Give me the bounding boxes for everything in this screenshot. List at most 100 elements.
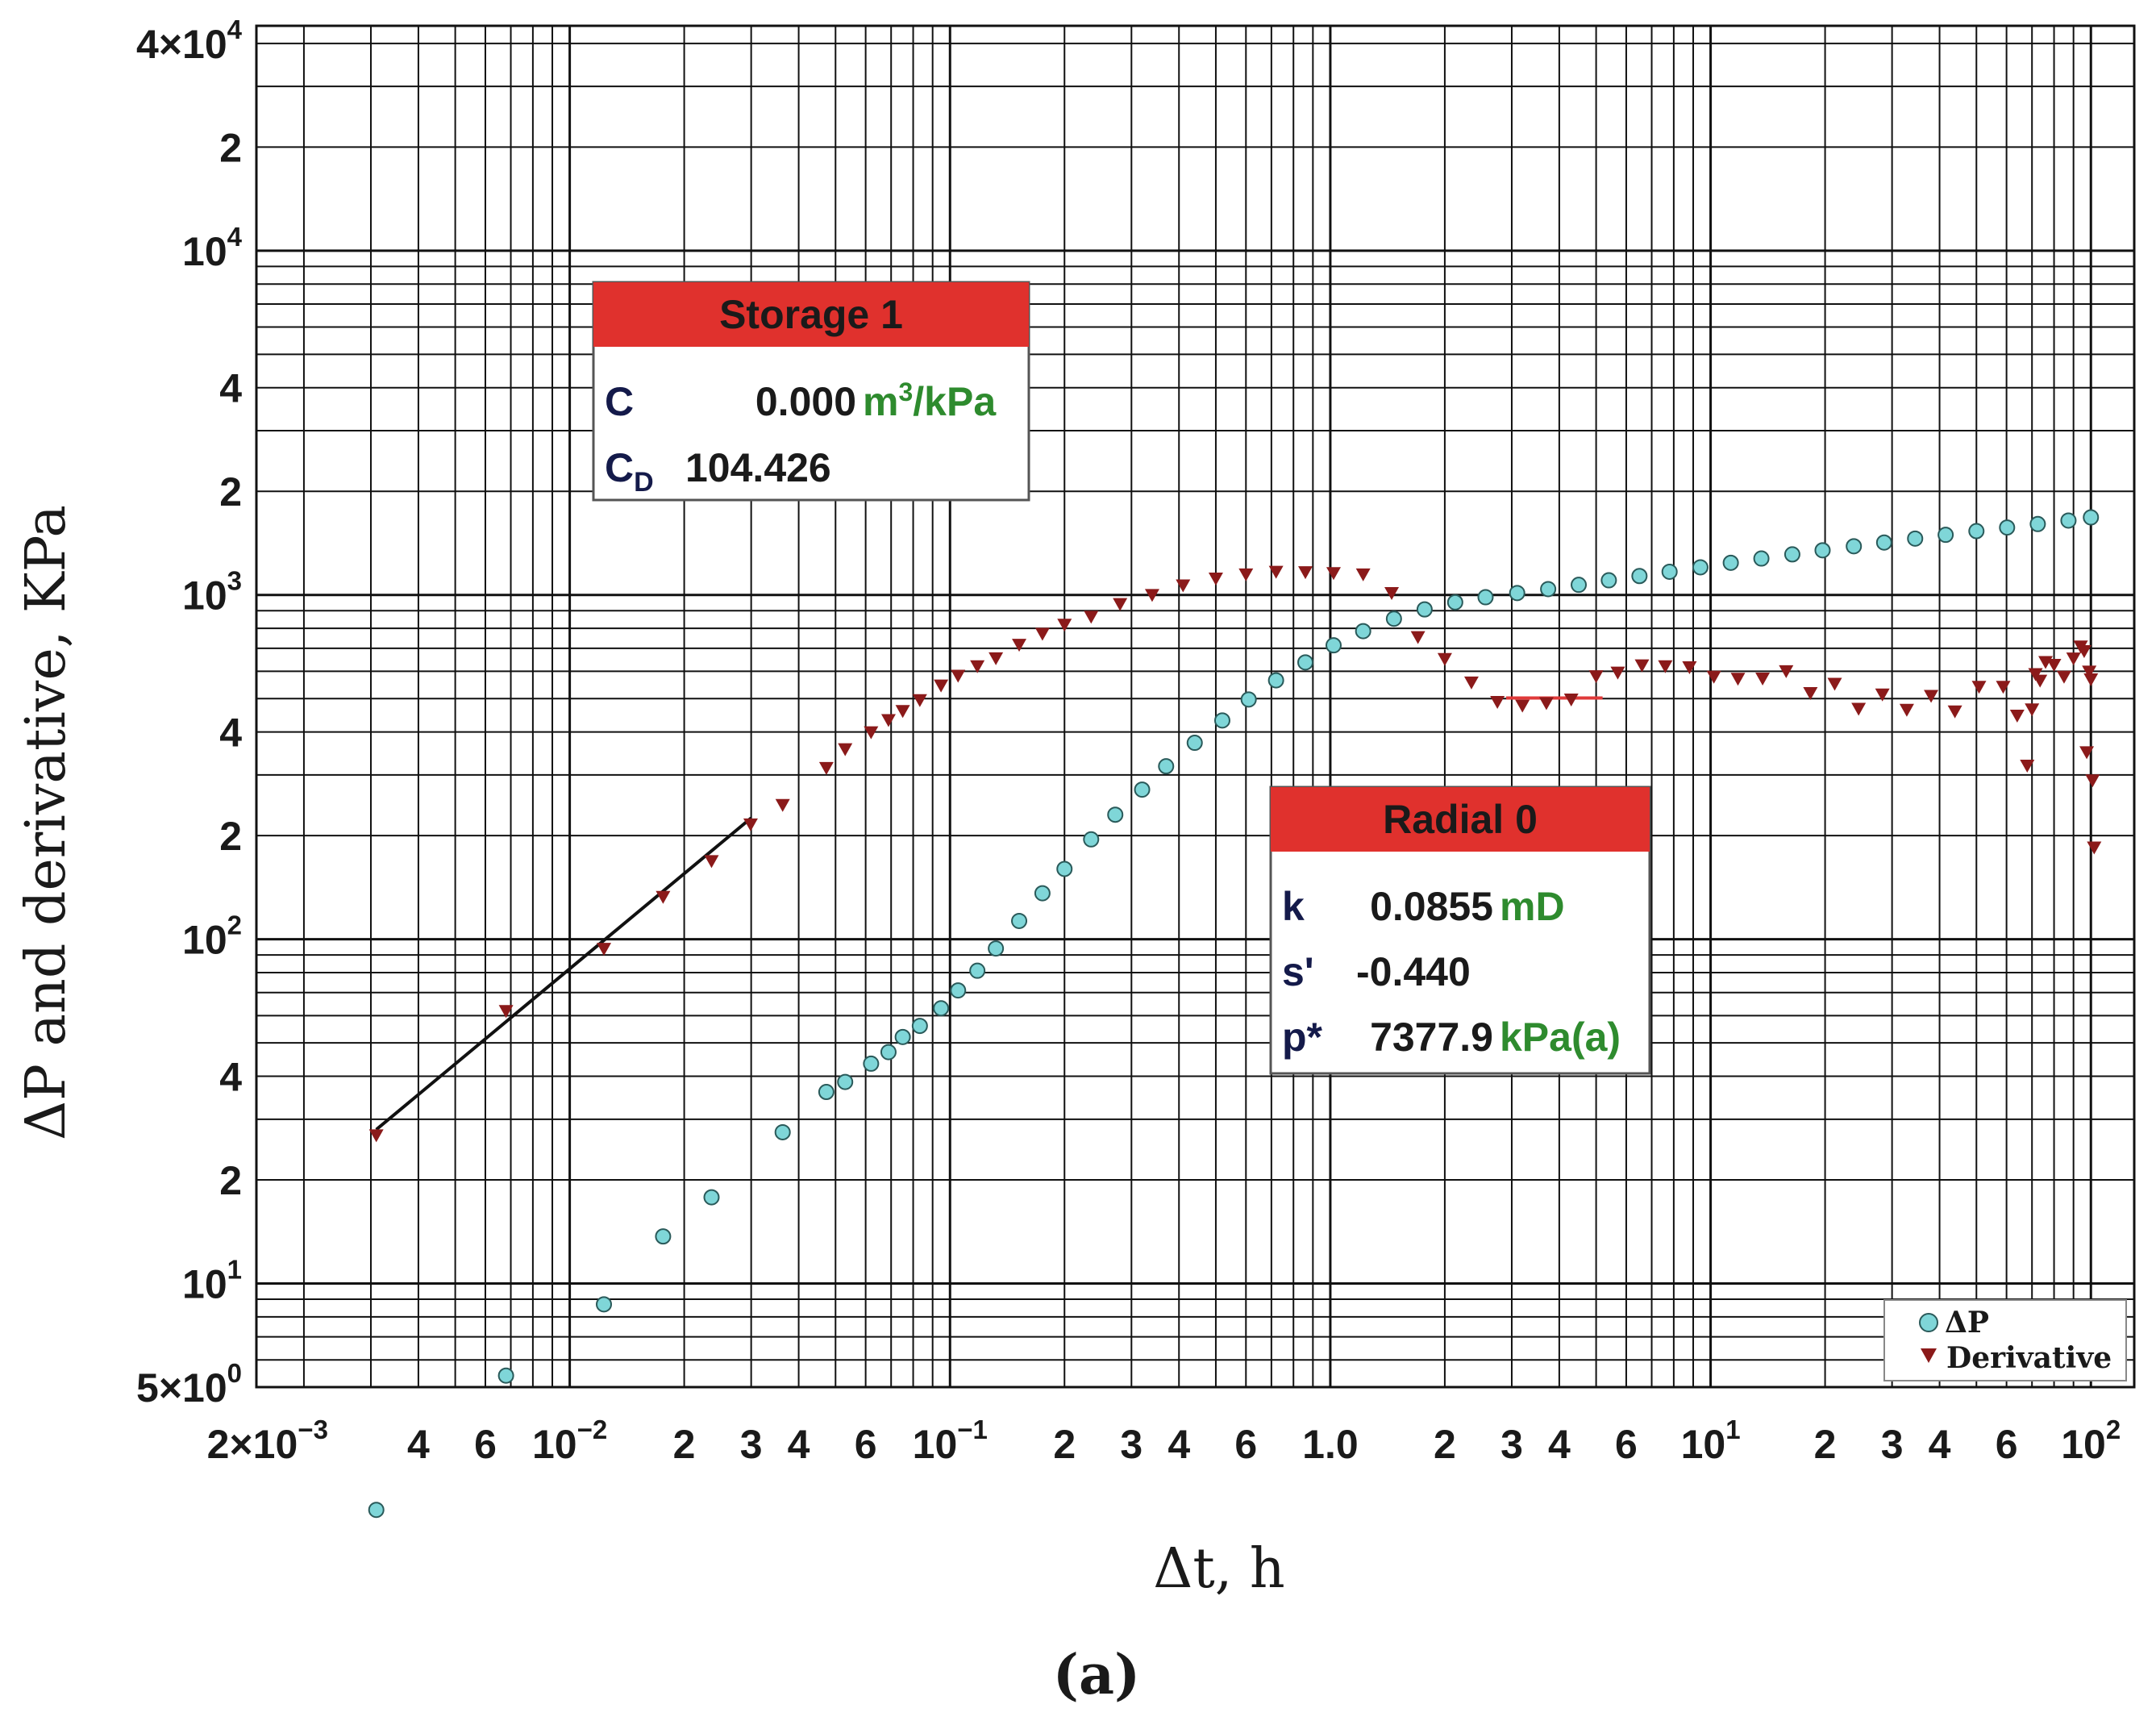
dp-point <box>1446 594 1463 610</box>
derivative-point <box>970 660 985 673</box>
y-tick-label: 2 <box>219 125 242 170</box>
fit-line <box>375 816 752 1131</box>
y-tick-label: 101 <box>182 1254 242 1306</box>
dp-point <box>933 1000 950 1017</box>
derivative-point <box>1208 573 1223 586</box>
dp-point <box>1814 542 1831 559</box>
radial-s-key: s' <box>1282 949 1314 994</box>
derivative-point <box>838 743 853 756</box>
dp-point <box>1875 534 1892 551</box>
dp-point <box>703 1189 720 1206</box>
derivative-point <box>1113 598 1128 611</box>
radial-p-key: p* <box>1282 1015 1323 1060</box>
derivative-point <box>1268 565 1284 579</box>
x-tick-label: 6 <box>474 1422 497 1467</box>
dp-point <box>1158 758 1175 775</box>
derivative-point <box>2083 673 2099 686</box>
x-tick-label: 6 <box>855 1422 877 1467</box>
x-tick-label: 3 <box>1881 1422 1904 1467</box>
x-tick-label: 2 <box>1053 1422 1076 1467</box>
dp-point <box>1416 601 1433 618</box>
derivative-point <box>1947 705 1962 719</box>
radial-k-unit: mD <box>1500 884 1565 929</box>
derivative-point <box>2020 759 2035 773</box>
y-tick-label: 4 <box>219 366 242 411</box>
dp-point <box>1107 806 1124 823</box>
x-tick-label: 4 <box>407 1422 430 1467</box>
x-tick-label: 2 <box>1814 1422 1837 1467</box>
derivative-point <box>864 726 879 740</box>
dp-point <box>1999 519 2016 536</box>
derivative-point <box>2082 665 2097 679</box>
derivative-point <box>704 855 719 869</box>
dp-point <box>1034 885 1051 902</box>
figure-caption: (a) <box>1053 1643 1140 1707</box>
storage-panel-title: Storage 1 <box>719 292 903 337</box>
derivative-point <box>2046 658 2062 672</box>
dp-point <box>1213 712 1230 729</box>
derivative-point <box>1326 567 1341 581</box>
dp-point <box>774 1123 791 1140</box>
legend-dp-marker <box>1919 1313 1938 1332</box>
derivative-point <box>912 694 927 707</box>
dp-point <box>1297 654 1314 671</box>
x-tick-label: 101 <box>1681 1415 1741 1467</box>
radial-p-value: 7377.9 <box>1370 1015 1493 1060</box>
dp-point <box>969 962 986 979</box>
derivative-point <box>597 943 612 956</box>
radial-p-unit: kPa(a) <box>1500 1015 1621 1060</box>
x-tick-label: 4 <box>1548 1422 1571 1467</box>
dp-point <box>1186 735 1203 752</box>
storage-panel-header <box>593 282 1029 347</box>
legend-dp-label: ΔP <box>1945 1306 1989 1340</box>
dp-point <box>1692 559 1709 576</box>
derivative-point <box>2066 652 2081 666</box>
x-tick-label: 3 <box>1120 1422 1143 1467</box>
storage-panel: Storage 1 C 0.000 m3/kPa CD 104.426 <box>592 281 1030 502</box>
derivative-point <box>1176 579 1191 593</box>
derivative-point <box>2009 710 2025 723</box>
derivative-point <box>1924 690 1939 703</box>
y-tick-label: 2 <box>219 1158 242 1203</box>
derivative-point <box>1610 666 1625 680</box>
dp-point <box>1267 672 1284 689</box>
derivative-point <box>1827 677 1842 691</box>
derivative-point <box>1515 699 1530 713</box>
fit-lines <box>375 696 1603 1131</box>
y-tick-label: 5×100 <box>136 1358 242 1411</box>
derivative-series <box>368 565 2102 1143</box>
dp-point <box>1134 781 1151 798</box>
derivative-point <box>1706 670 1721 684</box>
dp-point <box>988 940 1005 957</box>
dp-point <box>368 1502 385 1519</box>
derivative-point <box>818 761 834 775</box>
derivative-point <box>1899 703 1914 717</box>
derivative-point <box>934 679 949 693</box>
derivative-point <box>1851 702 1867 716</box>
radial-panel: Radial 0 k 0.0855 mD s' -0.440 p* 7377.9… <box>1269 785 1651 1075</box>
dp-point <box>837 1073 854 1090</box>
derivative-point <box>1682 660 1697 674</box>
radial-s-value: -0.440 <box>1356 949 1471 994</box>
dp-point <box>1846 538 1863 555</box>
dp-point <box>2060 512 2077 529</box>
x-tick-label: 4 <box>788 1422 810 1467</box>
derivative-point <box>2076 645 2091 659</box>
derivative-point <box>1437 652 1452 666</box>
dp-point <box>950 982 967 999</box>
dp-point <box>1385 610 1402 627</box>
derivative-point <box>1875 688 1890 702</box>
dp-point <box>863 1055 880 1072</box>
legend-derivative-marker <box>1921 1348 1937 1363</box>
derivative-point <box>2028 668 2043 681</box>
dp-point <box>1968 523 1985 540</box>
y-tick-label: 2 <box>219 814 242 859</box>
radial-panel-header <box>1271 787 1650 852</box>
derivative-point <box>2033 674 2048 688</box>
x-tick-label: 2×10−3 <box>207 1415 328 1467</box>
dp-point <box>2083 509 2100 526</box>
derivative-point <box>895 705 910 719</box>
dp-point <box>1540 581 1557 598</box>
dp-point <box>911 1018 928 1035</box>
storage-c-value: 0.000 <box>755 379 856 424</box>
